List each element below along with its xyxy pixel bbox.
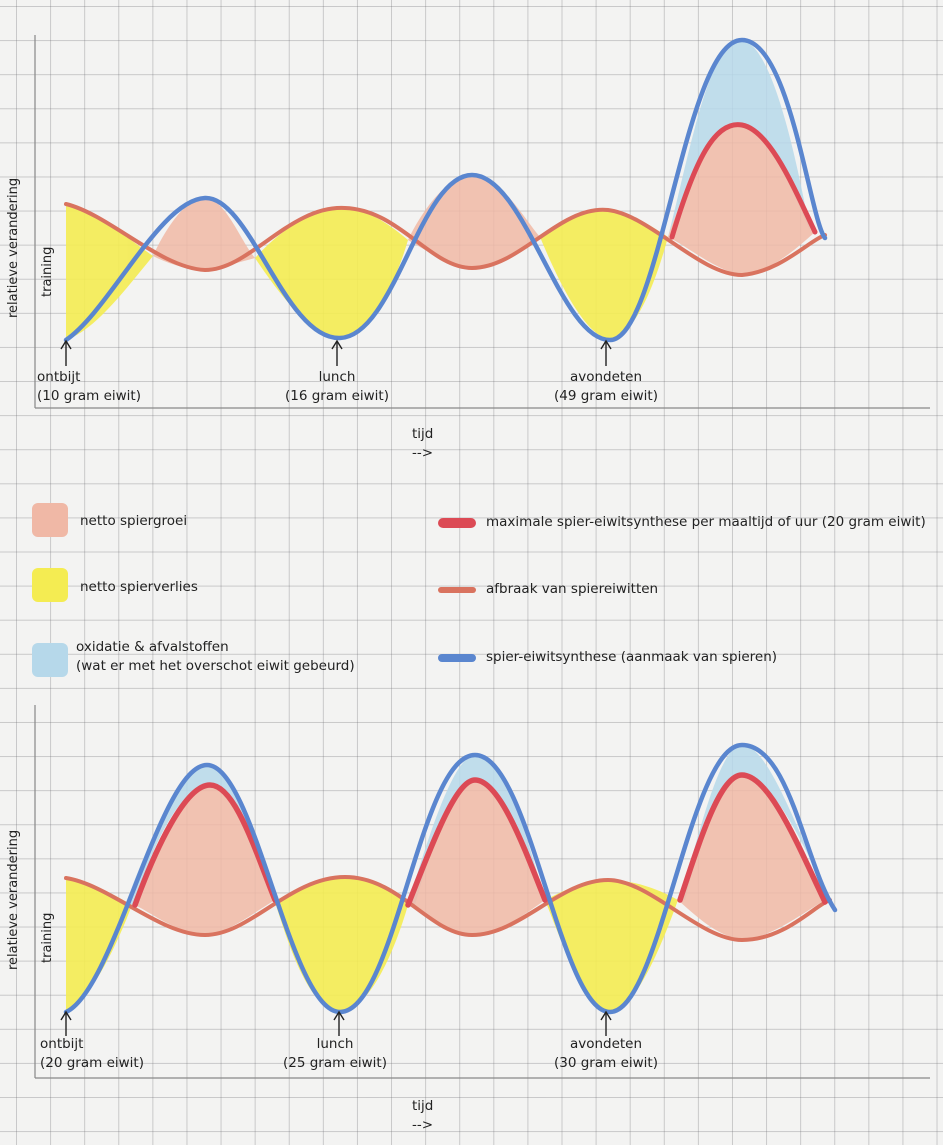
top-meal-avondeten-protein: (49 gram eiwit) <box>554 388 658 404</box>
legend-label-oxidation-line2: (wat er met het overschot eiwit gebeurd) <box>76 658 355 674</box>
top-meal-arrows <box>60 339 612 366</box>
top-max-synthesis-line <box>669 122 818 240</box>
legend-label-muscle-loss: netto spierverlies <box>80 579 198 595</box>
top-meal-avondeten-name: avondeten <box>569 369 643 385</box>
bottom-training-label: training <box>40 912 55 963</box>
legend-label-oxidation-line1: oxidatie & afvalstoffen <box>76 639 229 655</box>
top-plot <box>34 35 930 409</box>
bottom-plot <box>34 705 930 1079</box>
bottom-meal-avondeten-name: avondeten <box>569 1036 643 1052</box>
bottom-meal-arrows <box>60 1010 612 1036</box>
bottom-meal-lunch-protein: (25 gram eiwit) <box>283 1055 387 1071</box>
bottom-x-axis-arrow: --> <box>412 1117 434 1133</box>
legend-label-oxidation: oxidatie & afvalstoffen (wat er met het … <box>76 638 355 676</box>
bottom-x-axis-title: tijd <box>412 1098 434 1114</box>
bottom-meal-avondeten: avondeten (30 gram eiwit) <box>546 1035 666 1073</box>
bottom-meal-lunch-name: lunch <box>316 1036 354 1052</box>
legend-label-breakdown: afbraak van spiereiwitten <box>486 581 659 597</box>
legend-line-synthesis <box>438 654 476 662</box>
legend-label-muscle-growth: netto spiergroei <box>80 513 188 529</box>
legend-swatch-muscle-loss <box>32 568 68 602</box>
bottom-y-axis-label: relatieve verandering <box>6 829 21 970</box>
top-x-axis-arrow: --> <box>412 445 434 461</box>
bottom-max-synthesis-line <box>132 772 828 908</box>
legend-swatch-muscle-growth <box>32 503 68 537</box>
bottom-meal-avondeten-protein: (30 gram eiwit) <box>554 1055 658 1071</box>
legend-line-breakdown <box>438 587 476 593</box>
top-y-axis-label: relatieve verandering <box>6 177 21 318</box>
bottom-meal-ontbijt-protein: (20 gram eiwit) <box>40 1055 144 1071</box>
top-breakdown-line <box>64 202 827 278</box>
legend-line-max-synthesis <box>438 518 476 528</box>
bottom-meal-lunch: lunch (25 gram eiwit) <box>275 1035 395 1073</box>
top-x-axis-label: tijd --> <box>412 425 433 463</box>
top-meal-lunch: lunch (16 gram eiwit) <box>277 368 397 406</box>
top-training-label: training <box>40 246 55 297</box>
bottom-meal-ontbijt-name: ontbijt <box>40 1036 84 1052</box>
top-x-axis-title: tijd <box>412 426 434 442</box>
bottom-meal-ontbijt: ontbijt (20 gram eiwit) <box>40 1035 144 1073</box>
top-meal-ontbijt-protein: (10 gram eiwit) <box>37 388 141 404</box>
top-meal-ontbijt: ontbijt (10 gram eiwit) <box>37 368 141 406</box>
top-meal-avondeten: avondeten (49 gram eiwit) <box>546 368 666 406</box>
bottom-pink-fill <box>135 775 825 940</box>
top-meal-lunch-name: lunch <box>318 369 356 385</box>
top-synthesis-line <box>63 37 828 343</box>
bottom-x-axis-label: tijd --> <box>412 1097 433 1135</box>
top-light-blue-fill <box>668 39 810 237</box>
top-meal-lunch-protein: (16 gram eiwit) <box>285 388 389 404</box>
legend-label-synthesis: spier-eiwitsynthese (aanmaak van spieren… <box>486 649 778 665</box>
bottom-breakdown-line <box>64 874 832 943</box>
bottom-synthesis-line <box>63 742 838 1015</box>
top-meal-ontbijt-name: ontbijt <box>37 369 81 385</box>
legend-swatch-oxidation <box>32 643 68 677</box>
legend-label-max-synthesis: maximale spier-eiwitsynthese per maaltij… <box>486 514 926 530</box>
